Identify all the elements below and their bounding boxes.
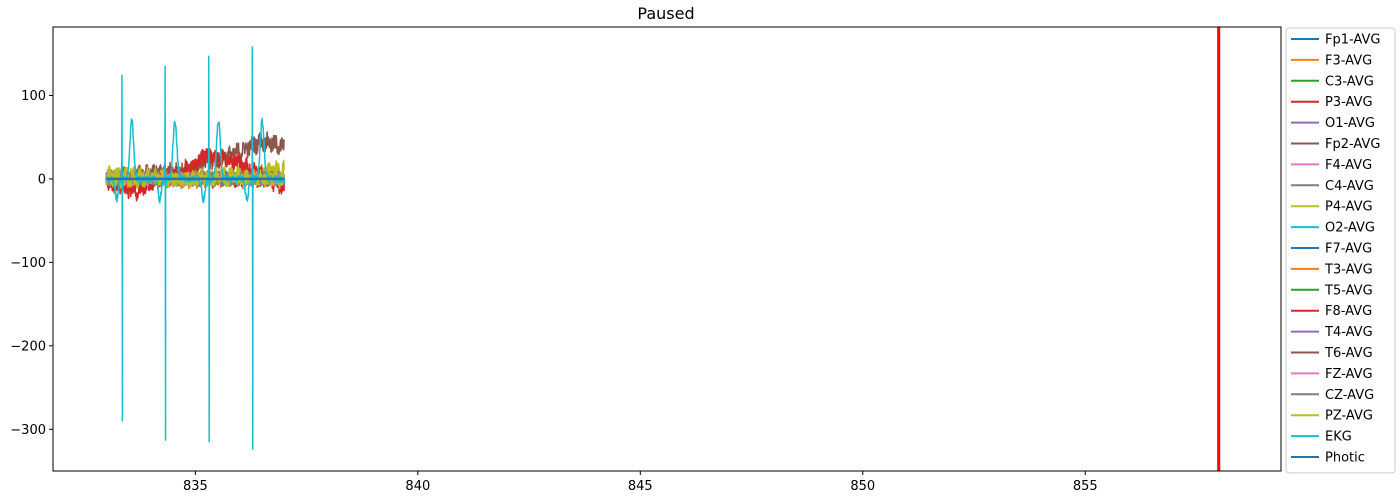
legend-label-f8-avg: F8-AVG <box>1325 304 1372 319</box>
y-tick-label: −200 <box>10 339 46 354</box>
legend-label-cz-avg: CZ-AVG <box>1325 388 1374 403</box>
y-tick-label: −100 <box>10 256 46 271</box>
legend-label-fp1-avg: Fp1-AVG <box>1325 33 1380 48</box>
legend-label-t6-avg: T6-AVG <box>1324 346 1373 361</box>
x-tick-label: 855 <box>1073 479 1098 494</box>
legend-label-o1-avg: O1-AVG <box>1325 116 1375 131</box>
legend-label-fp2-avg: Fp2-AVG <box>1325 137 1380 152</box>
series-line-ekg <box>105 46 286 451</box>
legend-box <box>1285 27 1396 474</box>
x-tick-label: 835 <box>183 479 208 494</box>
legend-label-f3-avg: F3-AVG <box>1325 53 1372 68</box>
legend-label-pz-avg: PZ-AVG <box>1325 409 1373 424</box>
plot-frame <box>52 26 1282 472</box>
x-axis: 835 840 845 850 855 <box>183 471 1098 494</box>
x-tick-label: 845 <box>628 479 653 494</box>
legend-label-o2-avg: O2-AVG <box>1325 221 1375 236</box>
x-tick-label: 850 <box>850 479 875 494</box>
legend-label-photic: Photic <box>1325 451 1365 466</box>
legend: Fp1-AVG F3-AVG C3-AVG P3-AVG O1-AVG Fp2-AVG F4… <box>1285 27 1396 474</box>
y-tick-label: 0 <box>38 172 46 187</box>
legend-label-f7-avg: F7-AVG <box>1325 242 1372 257</box>
legend-label-t4-avg: T4-AVG <box>1324 325 1373 340</box>
legend-label-p3-avg: P3-AVG <box>1325 95 1373 110</box>
legend-label-ekg: EKG <box>1325 430 1352 445</box>
legend-label-c4-avg: C4-AVG <box>1325 179 1374 194</box>
legend-label-c3-avg: C3-AVG <box>1325 74 1374 89</box>
series-line-f8-avg <box>105 147 286 202</box>
series-line-pz-avg <box>105 168 286 189</box>
y-axis: 100 0 −100 −200 −300 <box>10 89 53 438</box>
legend-label-p4-avg: P4-AVG <box>1325 200 1373 215</box>
plot-area <box>105 27 1221 471</box>
legend-label-t5-avg: T5-AVG <box>1324 283 1373 298</box>
legend-label-f4-avg: F4-AVG <box>1325 158 1372 173</box>
x-tick-label: 840 <box>405 479 430 494</box>
legend-label-fz-avg: FZ-AVG <box>1325 367 1373 382</box>
y-tick-label: 100 <box>21 89 46 104</box>
y-tick-label: −300 <box>10 423 46 438</box>
chart-title: Paused <box>637 4 694 23</box>
legend-label-t3-avg: T3-AVG <box>1324 262 1373 277</box>
